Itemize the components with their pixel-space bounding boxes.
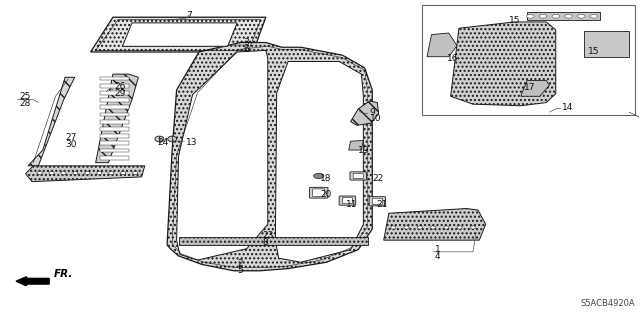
Ellipse shape	[431, 226, 436, 229]
Ellipse shape	[168, 136, 177, 142]
Text: 18: 18	[320, 174, 332, 183]
Polygon shape	[167, 42, 372, 271]
Ellipse shape	[470, 226, 476, 229]
Text: 15: 15	[588, 48, 599, 56]
Text: 29: 29	[115, 89, 126, 98]
Text: 22: 22	[372, 174, 383, 183]
Text: FR.: FR.	[54, 269, 74, 279]
Text: 1: 1	[435, 245, 440, 254]
Text: 4: 4	[435, 252, 440, 261]
Circle shape	[577, 14, 585, 18]
Circle shape	[552, 14, 559, 18]
Circle shape	[590, 14, 598, 18]
Ellipse shape	[404, 226, 409, 229]
Text: 13: 13	[186, 137, 198, 147]
Bar	[100, 77, 129, 80]
Text: 17: 17	[524, 83, 536, 92]
Polygon shape	[96, 74, 138, 163]
FancyBboxPatch shape	[339, 196, 356, 205]
Polygon shape	[427, 33, 457, 57]
Text: 24: 24	[157, 137, 168, 147]
Ellipse shape	[73, 172, 78, 175]
Text: 9: 9	[370, 108, 376, 116]
Bar	[100, 98, 129, 102]
Ellipse shape	[132, 172, 138, 175]
Ellipse shape	[109, 172, 114, 175]
Text: 28: 28	[19, 99, 31, 108]
Text: 26: 26	[115, 82, 126, 91]
Text: 6: 6	[244, 45, 250, 54]
Text: 30: 30	[65, 140, 77, 149]
FancyBboxPatch shape	[422, 4, 636, 115]
Text: 16: 16	[447, 54, 459, 63]
Ellipse shape	[457, 226, 462, 229]
Polygon shape	[26, 166, 145, 182]
Text: 11: 11	[346, 200, 357, 209]
Text: 2: 2	[237, 259, 243, 268]
Polygon shape	[122, 23, 237, 46]
Text: 15: 15	[509, 16, 520, 25]
Polygon shape	[91, 17, 266, 52]
Circle shape	[564, 14, 572, 18]
Text: 21: 21	[376, 200, 387, 209]
Text: 25: 25	[19, 92, 31, 101]
Circle shape	[540, 14, 547, 18]
Text: 7: 7	[186, 11, 192, 20]
Polygon shape	[351, 101, 379, 125]
Bar	[100, 149, 129, 152]
Ellipse shape	[417, 226, 422, 229]
Ellipse shape	[49, 172, 54, 175]
Text: 20: 20	[320, 190, 332, 199]
Text: S5ACB4920A: S5ACB4920A	[581, 299, 636, 308]
Text: 14: 14	[562, 103, 573, 112]
Text: 19: 19	[358, 145, 370, 154]
Circle shape	[314, 174, 324, 178]
Polygon shape	[275, 62, 364, 262]
Polygon shape	[451, 22, 556, 106]
Ellipse shape	[97, 172, 102, 175]
Text: 10: 10	[370, 114, 381, 123]
Bar	[100, 91, 129, 95]
Bar	[100, 156, 129, 160]
FancyArrow shape	[16, 277, 49, 286]
Bar	[100, 141, 129, 145]
Bar	[100, 120, 129, 123]
Bar	[584, 32, 629, 57]
Polygon shape	[179, 237, 368, 245]
FancyBboxPatch shape	[353, 174, 364, 178]
Bar	[100, 127, 129, 131]
Text: 3: 3	[244, 38, 250, 47]
FancyBboxPatch shape	[342, 197, 353, 204]
Polygon shape	[177, 50, 268, 260]
Polygon shape	[349, 141, 364, 150]
Bar	[100, 134, 129, 138]
Ellipse shape	[444, 226, 449, 229]
Text: 27: 27	[65, 133, 77, 143]
FancyBboxPatch shape	[372, 198, 383, 204]
Ellipse shape	[155, 136, 164, 142]
Polygon shape	[521, 80, 549, 96]
Polygon shape	[384, 209, 486, 240]
Bar	[100, 84, 129, 88]
Circle shape	[527, 14, 534, 18]
FancyBboxPatch shape	[313, 189, 324, 197]
Polygon shape	[28, 77, 75, 166]
Bar	[527, 12, 600, 20]
Ellipse shape	[85, 172, 90, 175]
Text: 23: 23	[262, 231, 274, 240]
Text: 5: 5	[237, 266, 243, 275]
Bar	[100, 105, 129, 109]
FancyBboxPatch shape	[350, 172, 367, 180]
FancyBboxPatch shape	[369, 197, 386, 206]
Bar	[100, 113, 129, 116]
Ellipse shape	[391, 226, 396, 229]
Text: 8: 8	[262, 238, 268, 247]
Ellipse shape	[121, 172, 126, 175]
Ellipse shape	[37, 172, 42, 175]
Ellipse shape	[61, 172, 66, 175]
FancyBboxPatch shape	[310, 187, 328, 198]
